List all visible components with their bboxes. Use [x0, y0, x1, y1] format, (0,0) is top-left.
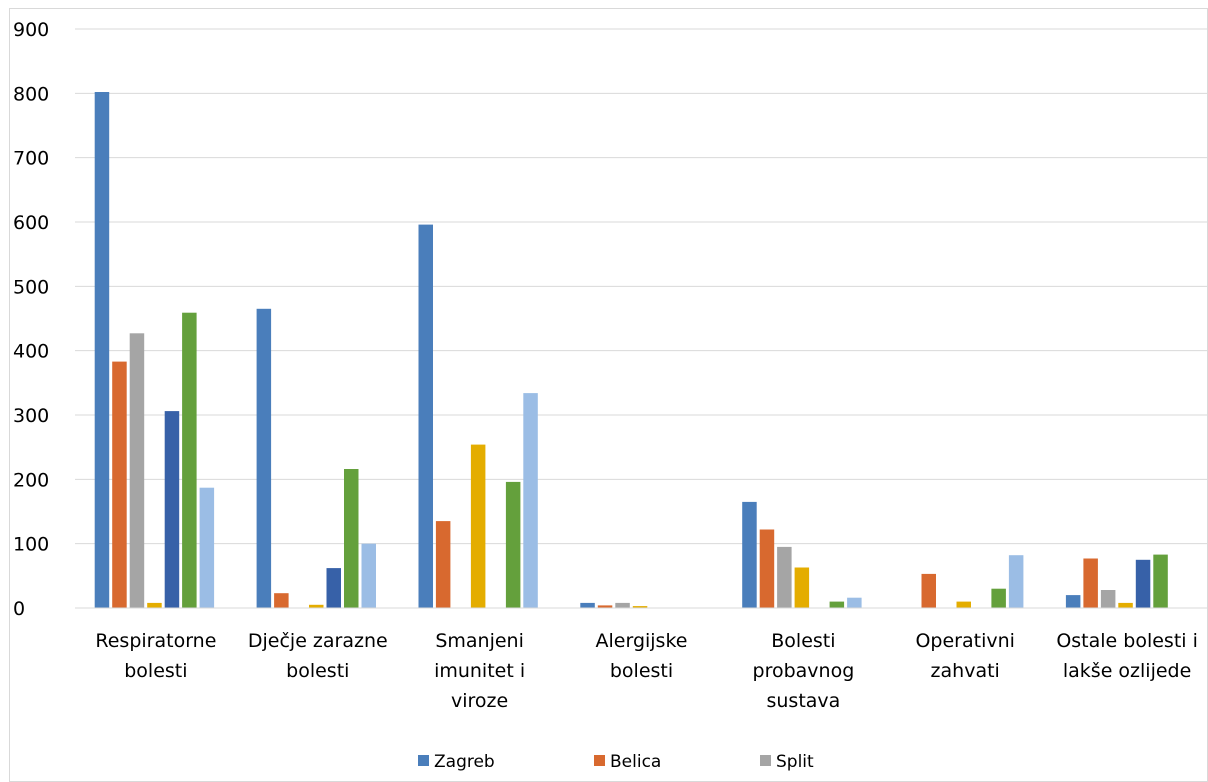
bar-series-2-category-4	[597, 605, 613, 608]
category-label: Dječje zarazne bolesti	[248, 630, 388, 682]
chart-frame	[9, 8, 1208, 782]
bar-series-4-category-5	[794, 567, 810, 608]
category-label-line: zahvati	[931, 660, 1000, 682]
category-label-line: Ostale bolesti i	[1056, 630, 1198, 652]
bar-series-6-category-3	[505, 481, 521, 608]
bar-series-6-category-6	[991, 588, 1006, 608]
bar-series-6-category-1	[182, 312, 197, 608]
bar-series-5-category-1	[164, 411, 180, 608]
bar-series-3-category-5	[777, 546, 792, 608]
bar-series-1-category-5	[742, 501, 757, 608]
category-labels: Respiratorne bolesti Dječje zarazne bolesti…	[95, 630, 1197, 712]
category-label-line: Operativni	[915, 630, 1014, 652]
bar-series-3-category-4	[615, 602, 630, 608]
category-label-line: lakše ozlijede	[1063, 660, 1191, 682]
category-label-line: imunitet i	[434, 660, 525, 682]
legend-label-zagreb: Zagreb	[434, 752, 495, 772]
y-tick-label: 300	[13, 405, 49, 427]
category-label: Ostale bolesti i lakše ozlijede	[1056, 630, 1198, 682]
y-tick-label: 800	[13, 83, 49, 105]
y-tick-labels: 0 100 200 300 400 500 600 700 800 900	[13, 19, 49, 620]
category-label: Respiratorne bolesti	[95, 630, 216, 682]
category-label-line: Smanjeni	[435, 630, 524, 652]
category-label: Smanjeni imunitet i viroze	[434, 630, 525, 712]
category-label-line: probavnog	[753, 660, 855, 682]
bar-series-6-category-2	[344, 469, 359, 608]
bar-series-1-category-2	[256, 308, 272, 608]
bar-series-6-category-5	[829, 601, 845, 608]
category-label: Alergijske bolesti	[596, 630, 688, 682]
bar-series-1-category-7	[1065, 595, 1081, 608]
category-label-line: bolesti	[610, 660, 673, 682]
category-label: Operativni zahvati	[915, 630, 1014, 682]
gridlines	[75, 28, 1208, 545]
bar-series-2-category-7	[1083, 558, 1098, 608]
bar-series-4-category-7	[1118, 602, 1133, 608]
bar-series-7-category-3	[523, 393, 538, 608]
category-label: Bolesti probavnog sustava	[753, 630, 855, 712]
category-label-line: Respiratorne	[95, 630, 216, 652]
bar-series-2-category-6	[921, 573, 936, 608]
legend-label-split: Split	[776, 752, 814, 772]
legend-swatch-zagreb	[418, 755, 429, 766]
bar-series-7-category-1	[199, 487, 215, 608]
bars	[94, 92, 1168, 609]
bar-series-2-category-3	[435, 521, 451, 608]
legend-label-belica: Belica	[610, 752, 661, 772]
category-label-line: viroze	[451, 690, 508, 712]
bar-series-4-category-1	[147, 602, 162, 608]
bar-series-3-category-1	[129, 333, 145, 608]
category-label-line: bolesti	[124, 660, 187, 682]
bar-series-1-category-4	[580, 602, 595, 608]
bar-series-4-category-6	[956, 601, 971, 608]
bar-series-2-category-5	[759, 529, 775, 608]
category-label-line: Bolesti	[771, 630, 835, 652]
legend-swatch-belica	[594, 755, 605, 766]
legend: Zagreb Belica Split	[418, 752, 814, 772]
bar-series-5-category-2	[326, 568, 341, 608]
y-tick-label: 200	[13, 469, 49, 491]
bar-series-4-category-2	[309, 604, 324, 608]
category-label-line: Alergijske	[596, 630, 688, 652]
y-tick-label: 400	[13, 341, 49, 363]
bar-series-7-category-2	[361, 543, 376, 608]
bar-series-2-category-1	[112, 361, 127, 608]
bar-series-3-category-7	[1100, 590, 1116, 608]
category-label-line: sustava	[766, 690, 840, 712]
bar-series-1-category-3	[418, 224, 433, 608]
bar-series-4-category-4	[632, 606, 648, 608]
y-tick-label: 700	[13, 148, 49, 170]
bar-series-7-category-5	[847, 597, 862, 608]
y-tick-label: 600	[13, 212, 49, 234]
bar-series-2-category-2	[274, 593, 289, 608]
category-label-line: Dječje zarazne	[248, 630, 388, 652]
bar-series-7-category-6	[1008, 555, 1024, 608]
legend-swatch-split	[760, 755, 771, 766]
y-tick-label: 900	[13, 19, 49, 41]
y-tick-label: 0	[13, 598, 25, 620]
y-tick-label: 500	[13, 276, 49, 298]
bar-series-1-category-1	[94, 92, 110, 608]
bar-series-5-category-7	[1135, 559, 1151, 609]
bar-series-4-category-3	[470, 444, 486, 608]
category-label-line: bolesti	[286, 660, 349, 682]
bar-series-6-category-7	[1153, 554, 1168, 608]
y-tick-label: 100	[13, 534, 49, 556]
